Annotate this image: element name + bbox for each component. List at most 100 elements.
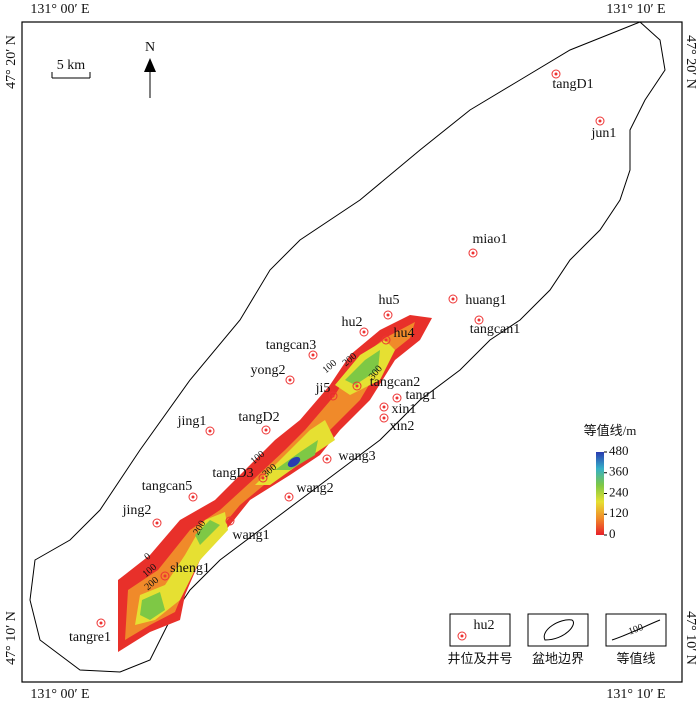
legend-sample-well: hu2 xyxy=(474,618,495,633)
coord-label: 131° 10′ E xyxy=(606,2,665,17)
well-marker xyxy=(392,393,402,403)
well-label: wang2 xyxy=(296,481,333,496)
well-marker xyxy=(191,495,195,499)
well-marker xyxy=(288,378,292,382)
well-marker xyxy=(474,315,484,325)
well-label: jun1 xyxy=(591,126,617,141)
legend-boundary-symbol xyxy=(543,619,574,641)
well-marker xyxy=(381,335,391,345)
coord-label: 47° 20′ N xyxy=(683,35,698,89)
well-marker xyxy=(225,516,235,526)
legend-contour-symbol xyxy=(611,619,661,641)
well-marker xyxy=(451,297,455,301)
well-marker xyxy=(554,72,558,76)
well-label: hu2 xyxy=(342,315,363,330)
well-marker xyxy=(477,318,481,322)
well-label: tangcan5 xyxy=(142,479,193,494)
colorbar xyxy=(596,452,604,535)
colorbar-tick-label: 480 xyxy=(609,443,629,458)
well-label: tangD1 xyxy=(552,77,593,92)
well-label: tangcan3 xyxy=(266,338,317,353)
colorbar-tick-label: 240 xyxy=(609,484,629,499)
coord-label: 47° 20′ N xyxy=(4,35,19,89)
well-marker xyxy=(155,521,159,525)
well-marker xyxy=(325,457,329,461)
map-frame xyxy=(21,21,683,683)
contour-zone-200 xyxy=(135,340,395,625)
north-arrow-head xyxy=(144,58,156,72)
well-marker xyxy=(362,330,366,334)
well-marker xyxy=(355,384,359,388)
well-label: tangre1 xyxy=(69,630,111,645)
legend-box xyxy=(449,613,511,647)
well-label: jing1 xyxy=(177,414,207,429)
well-marker xyxy=(285,375,295,385)
well-marker xyxy=(152,518,162,528)
well-marker xyxy=(99,621,103,625)
well-label: wang1 xyxy=(232,528,269,543)
thickness-surface xyxy=(118,315,432,652)
well-marker xyxy=(284,492,294,502)
well-label: miao1 xyxy=(473,232,508,247)
legend-box xyxy=(605,613,667,647)
well-marker xyxy=(205,426,215,436)
colorbar-tick-label: 360 xyxy=(609,464,629,479)
well-marker xyxy=(264,428,268,432)
legend-label: 井位及井号 xyxy=(447,651,512,666)
well-marker xyxy=(395,396,399,400)
coord-label: 131° 00′ E xyxy=(30,2,89,17)
well-label: tangD2 xyxy=(238,410,279,425)
colorbar-tick-label: 120 xyxy=(609,505,629,520)
well-label: huang1 xyxy=(465,293,506,308)
well-marker xyxy=(160,571,170,581)
well-marker xyxy=(379,413,389,423)
well-label: xin2 xyxy=(390,419,415,434)
legend-label: 盆地边界 xyxy=(532,651,584,666)
well-label: sheng1 xyxy=(170,561,210,576)
contour-zone-max xyxy=(287,456,301,468)
well-label: ji5 xyxy=(315,381,331,396)
colorbar-tick-label: 0 xyxy=(609,526,616,541)
legend-well-marker xyxy=(460,634,464,638)
well-marker xyxy=(308,350,318,360)
well-marker xyxy=(322,454,332,464)
north-label: N xyxy=(145,40,155,55)
well-label: tang1 xyxy=(405,388,436,403)
well-marker xyxy=(595,116,605,126)
well-label: jing2 xyxy=(122,503,152,518)
scale-bar-label: 5 km xyxy=(57,58,86,73)
coord-label: 131° 00′ E xyxy=(30,687,89,702)
legend-sample-contour: 100 xyxy=(627,622,645,637)
well-marker xyxy=(261,476,265,480)
well-label: yong2 xyxy=(251,363,286,378)
well-marker xyxy=(311,353,315,357)
well-marker xyxy=(598,119,602,123)
well-marker xyxy=(328,391,338,401)
well-label: xin1 xyxy=(392,402,417,417)
coord-label: 47° 10′ N xyxy=(4,611,19,665)
well-label: hu4 xyxy=(394,326,415,341)
contour-zone-300 xyxy=(140,350,380,620)
well-marker xyxy=(287,495,291,499)
well-marker xyxy=(383,310,393,320)
well-marker xyxy=(359,327,369,337)
contour-label: 0 xyxy=(142,551,153,563)
well-marker xyxy=(448,294,458,304)
legend-well-marker xyxy=(457,631,467,641)
well-marker xyxy=(261,425,271,435)
legend-label: 等值线 xyxy=(616,651,655,666)
well-label: hu5 xyxy=(379,293,400,308)
coord-label: 47° 10′ N xyxy=(683,611,698,665)
well-marker xyxy=(188,492,198,502)
well-marker xyxy=(384,338,388,342)
well-marker xyxy=(352,381,362,391)
well-label: wang3 xyxy=(338,449,375,464)
well-marker xyxy=(208,429,212,433)
coord-label: 131° 10′ E xyxy=(606,687,665,702)
well-marker xyxy=(551,69,561,79)
well-marker xyxy=(96,618,106,628)
well-marker xyxy=(379,402,389,412)
contour-label: 100 xyxy=(321,358,340,376)
well-marker xyxy=(163,574,167,578)
well-label: tangD3 xyxy=(212,466,253,481)
